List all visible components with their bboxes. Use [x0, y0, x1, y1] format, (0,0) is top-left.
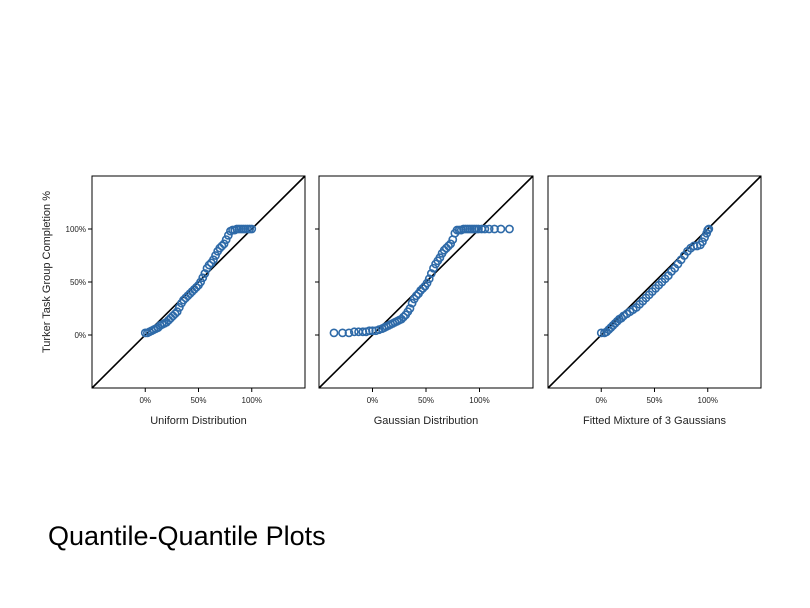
- data-point: [435, 253, 445, 263]
- x-tick-label: 50%: [646, 396, 662, 405]
- x-tick-label: 0%: [139, 396, 151, 405]
- data-point: [217, 241, 227, 251]
- data-point: [204, 260, 214, 270]
- data-point: [174, 303, 184, 312]
- data-point: [426, 269, 436, 278]
- data-point: [700, 233, 709, 242]
- y-tick-label: 0%: [74, 331, 86, 340]
- data-point: [703, 225, 713, 235]
- data-point: [698, 237, 707, 247]
- data-point: [198, 273, 208, 283]
- data-point: [424, 274, 434, 284]
- qq-panel-3: 0% 50% 100% Fitted Mixture of 3 Gaussians: [544, 175, 762, 427]
- data-point: [219, 239, 229, 249]
- data-point: [496, 224, 506, 234]
- data-point: [223, 230, 233, 240]
- x-tick-label: 50%: [418, 396, 434, 405]
- data-point: [407, 298, 417, 308]
- data-point: [484, 224, 494, 234]
- data-point: [247, 224, 257, 234]
- x-axis-label: Gaussian Distribution: [374, 415, 479, 427]
- data-point: [209, 255, 218, 265]
- y-axis-label: Turker Task Group Completion %: [41, 191, 53, 353]
- data-point: [446, 239, 456, 249]
- x-tick-label: 0%: [367, 396, 379, 405]
- data-point: [329, 328, 339, 338]
- data-point: [211, 251, 220, 260]
- data-point: [422, 278, 432, 288]
- reference-line: [547, 175, 762, 389]
- data-point: [344, 328, 354, 338]
- x-tick-label: 100%: [698, 396, 718, 405]
- data-point: [200, 269, 210, 278]
- data-point: [191, 282, 201, 292]
- data-point: [418, 283, 428, 293]
- qq-panel-2: 0% 50% 100% Gaussian Distribution: [315, 175, 534, 427]
- data-point: [172, 307, 182, 317]
- data-point: [170, 309, 180, 319]
- x-tick-label: 0%: [595, 396, 607, 405]
- data-point: [505, 224, 514, 234]
- x-tick-label: 100%: [469, 396, 489, 405]
- data-point: [405, 304, 415, 313]
- data-point: [411, 291, 421, 301]
- data-point: [617, 313, 626, 323]
- data-point: [596, 328, 606, 338]
- data-point: [349, 327, 359, 337]
- y-tick-label: 100%: [66, 225, 86, 234]
- data-point: [704, 224, 714, 234]
- data-point: [429, 263, 438, 273]
- data-point: [480, 224, 490, 234]
- qq-plots-figure: Turker Task Group Completion % 0% 50% 100%…: [41, 175, 762, 427]
- x-tick-label: 100%: [242, 396, 262, 405]
- qq-panel-1: 0% 50% 100% 0% 50% 100% Uniform Distribution: [66, 175, 306, 427]
- data-point: [399, 312, 408, 322]
- slide-title: Quantile-Quantile Plots: [48, 521, 326, 551]
- data-point: [196, 277, 206, 287]
- data-point: [221, 235, 231, 244]
- x-tick-label: 50%: [190, 396, 206, 405]
- y-tick-label: 50%: [70, 278, 86, 287]
- data-point: [444, 241, 453, 251]
- x-axis-label: Uniform Distribution: [150, 415, 247, 427]
- x-axis-label: Fitted Mixture of 3 Gaussians: [583, 415, 727, 427]
